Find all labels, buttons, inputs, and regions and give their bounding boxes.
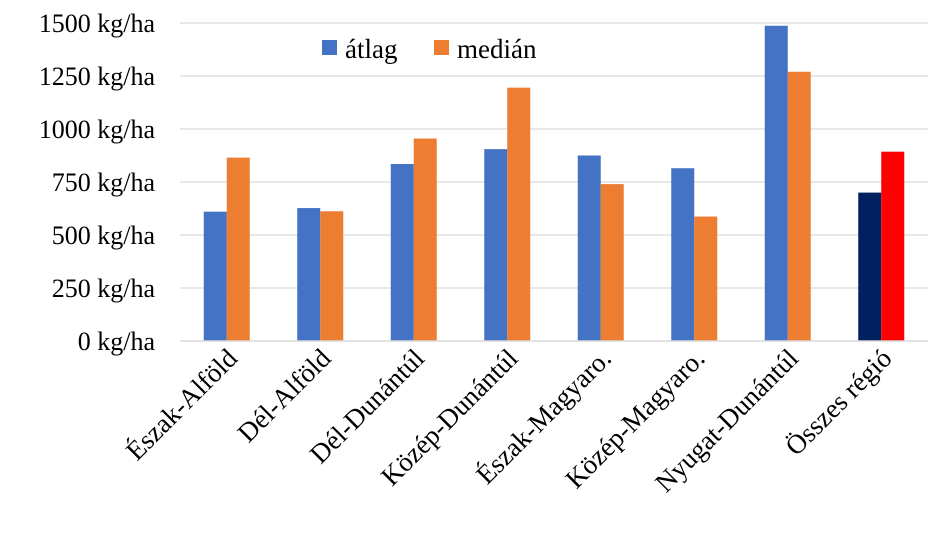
y-axis-tick-labels: 0 kg/ha 250 kg/ha 500 kg/ha 750 kg/ha 1000 k… bbox=[39, 9, 156, 356]
bar-atlag bbox=[390, 163, 414, 341]
y-tick-label: 250 kg/ha bbox=[52, 274, 156, 303]
y-tick-label: 0 kg/ha bbox=[78, 327, 156, 356]
bar-atlag bbox=[297, 208, 321, 341]
y-tick-label: 750 kg/ha bbox=[52, 168, 156, 197]
bar-median bbox=[881, 151, 905, 341]
y-tick-label: 1000 kg/ha bbox=[39, 115, 156, 144]
bars bbox=[203, 25, 905, 341]
bar-median bbox=[320, 211, 344, 341]
bar-median bbox=[507, 87, 531, 341]
x-axis-category-labels: Észak-AlföldDél-AlföldDél-DunántúlKözép-… bbox=[120, 343, 898, 498]
legend-label-median: medián bbox=[457, 34, 537, 64]
y-tick-label: 1500 kg/ha bbox=[39, 9, 156, 38]
bar-atlag bbox=[203, 211, 227, 341]
legend: átlag medián bbox=[322, 34, 537, 64]
legend-label-atlag: átlag bbox=[345, 34, 397, 64]
x-category-label: Észak-Alföld bbox=[120, 343, 243, 466]
bar-atlag bbox=[764, 25, 788, 341]
legend-swatch-median bbox=[434, 40, 449, 55]
bar-median bbox=[787, 71, 811, 341]
bar-atlag bbox=[858, 192, 882, 341]
bar-median bbox=[226, 157, 250, 341]
gridlines bbox=[180, 22, 928, 289]
bar-atlag bbox=[671, 168, 695, 341]
bar-median bbox=[694, 216, 718, 341]
bar-median bbox=[600, 184, 624, 341]
bar-atlag bbox=[484, 149, 508, 341]
bar-median bbox=[413, 138, 437, 341]
legend-swatch-atlag bbox=[322, 40, 337, 55]
bar-atlag bbox=[577, 155, 601, 341]
y-tick-label: 1250 kg/ha bbox=[39, 62, 156, 91]
y-tick-label: 500 kg/ha bbox=[52, 221, 156, 250]
